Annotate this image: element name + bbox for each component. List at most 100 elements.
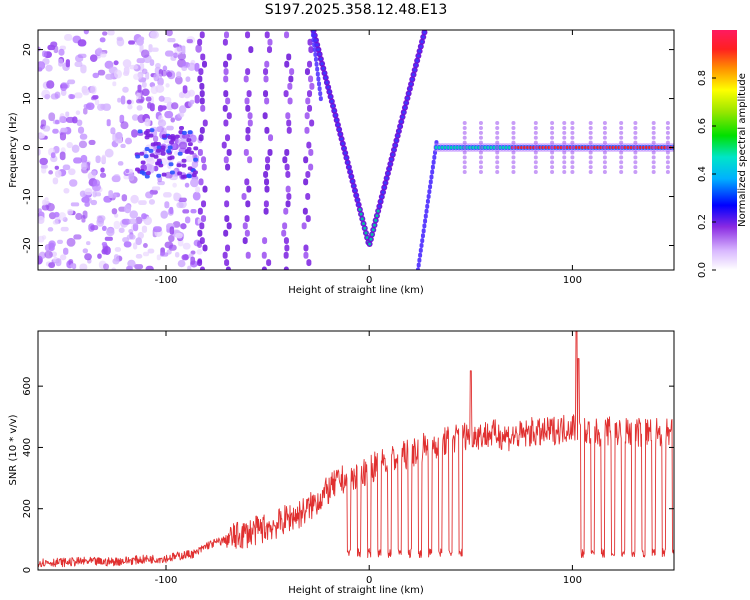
spectrogram-cell xyxy=(268,134,274,142)
spectrogram-cell xyxy=(226,112,232,120)
spectrogram-cell xyxy=(418,252,423,258)
spectrogram-cell xyxy=(323,71,327,75)
spectrogram-cell xyxy=(59,131,67,141)
spectrogram-cell xyxy=(155,62,161,69)
spectrogram-cell xyxy=(414,63,418,67)
spectrogram-cell xyxy=(310,32,315,38)
spectrogram-cell xyxy=(197,148,203,156)
spectrogram-cell xyxy=(185,155,194,163)
spectrogram-cell xyxy=(38,46,41,52)
spectrogram-cell xyxy=(168,244,177,251)
spectrogram-cell xyxy=(197,38,203,46)
spectrogram-cell xyxy=(321,66,325,70)
spectrogram-cell xyxy=(370,233,374,237)
spectrogram-cell xyxy=(107,30,115,36)
spectrogram-cell xyxy=(364,231,368,235)
spectrogram-cell xyxy=(418,247,423,253)
spectrogram-cell xyxy=(173,52,178,59)
spectrogram-cell xyxy=(117,97,122,103)
spectrogram-cell xyxy=(42,50,47,58)
spectrogram-cell xyxy=(78,140,88,149)
spectrogram-cell xyxy=(511,135,516,140)
spectrogram-cell xyxy=(398,124,402,128)
spectrogram-cell xyxy=(246,90,252,98)
spectrogram-cell xyxy=(184,182,190,188)
spectrogram-cell xyxy=(511,150,516,155)
spectrogram-cell xyxy=(331,104,335,108)
spectrogram-cell xyxy=(155,148,161,153)
spectrogram-cell xyxy=(405,96,409,100)
spectrogram-cell xyxy=(182,242,191,250)
spectrogram-cell xyxy=(182,85,188,94)
spectrogram-cell xyxy=(81,161,88,171)
spectrogram-cell xyxy=(263,75,269,83)
spectrogram-cell xyxy=(157,77,164,86)
spectrogram-cell xyxy=(60,89,67,96)
spectrogram-cell xyxy=(125,266,133,270)
spectrogram-y-ticks: -20 -10 0 10 20 xyxy=(22,43,674,254)
spectrogram-cell xyxy=(137,231,144,239)
spectrogram-cell xyxy=(602,160,607,165)
spectrogram-cell xyxy=(175,75,183,85)
spectrogram-cell xyxy=(70,202,80,207)
spectrogram-cell xyxy=(66,237,76,247)
spectrogram-cell xyxy=(111,267,117,270)
spectrogram-cell xyxy=(75,110,81,115)
spectrogram-cell xyxy=(409,82,413,86)
spectrogram-cell xyxy=(424,26,427,29)
spectrogram-cell xyxy=(570,155,575,160)
spectrogram-cell xyxy=(174,134,180,139)
spectrogram-cell xyxy=(153,154,159,159)
spectrogram-cell xyxy=(562,165,567,170)
spectrogram-cell xyxy=(550,165,555,170)
spectrogram-cell xyxy=(332,109,336,113)
spectrogram-cell xyxy=(63,187,70,194)
spectrogram-marks xyxy=(38,26,674,270)
spectrogram-cell xyxy=(181,66,188,72)
spectrogram-cell xyxy=(199,126,205,134)
spectrogram-cell xyxy=(309,119,315,127)
spectrogram-cell xyxy=(121,194,128,202)
spectrogram-cell xyxy=(317,86,322,92)
spectrogram-cell xyxy=(511,121,516,126)
spectrogram-cell xyxy=(202,185,208,193)
spectrogram-cell xyxy=(123,66,130,75)
spectrogram-cell xyxy=(665,165,670,170)
spectrogram-cell xyxy=(478,165,483,170)
spectrogram-cell xyxy=(665,155,670,160)
spectrogram-cell xyxy=(495,140,500,145)
spectrogram-cell xyxy=(124,137,133,145)
spectrogram-cell xyxy=(134,264,144,270)
spectrogram-cell xyxy=(123,241,132,248)
spectrogram-cell xyxy=(338,132,342,136)
spectrogram-cell xyxy=(120,95,126,105)
spectrogram-cell xyxy=(420,40,424,44)
spectrogram-cell xyxy=(428,184,433,190)
spectrogram-cell xyxy=(376,209,380,213)
spectrogram-cell xyxy=(160,148,166,153)
spectrogram-cell xyxy=(224,259,230,267)
spectrogram-cell xyxy=(113,173,121,181)
spectrogram-cell xyxy=(408,87,412,91)
spectrogram-cell xyxy=(143,154,149,159)
spectrogram-cell xyxy=(131,129,138,138)
spectrogram-cell xyxy=(244,215,250,223)
spectrogram-cell xyxy=(65,111,70,117)
spectrogram-cell xyxy=(401,115,405,119)
spectrogram-cell xyxy=(462,135,467,140)
spectrogram-cell xyxy=(225,97,231,105)
spectrogram-cell xyxy=(145,265,154,270)
spectrogram-cell xyxy=(178,126,184,131)
spectrogram-cell xyxy=(415,59,419,63)
spectrogram-cell xyxy=(242,237,248,245)
spectrogram-cell xyxy=(337,128,341,132)
spectrogram-cell xyxy=(341,142,345,146)
spectrogram-cell xyxy=(38,61,46,71)
spectrogram-cell xyxy=(533,121,538,126)
spectrogram-cell xyxy=(160,210,168,219)
spectrogram-cell xyxy=(177,171,183,176)
spectrogram-cell xyxy=(165,83,170,88)
spectrogram-cell xyxy=(619,135,624,140)
spectrogram-cell xyxy=(137,84,142,93)
spectrogram-cell xyxy=(126,234,136,240)
